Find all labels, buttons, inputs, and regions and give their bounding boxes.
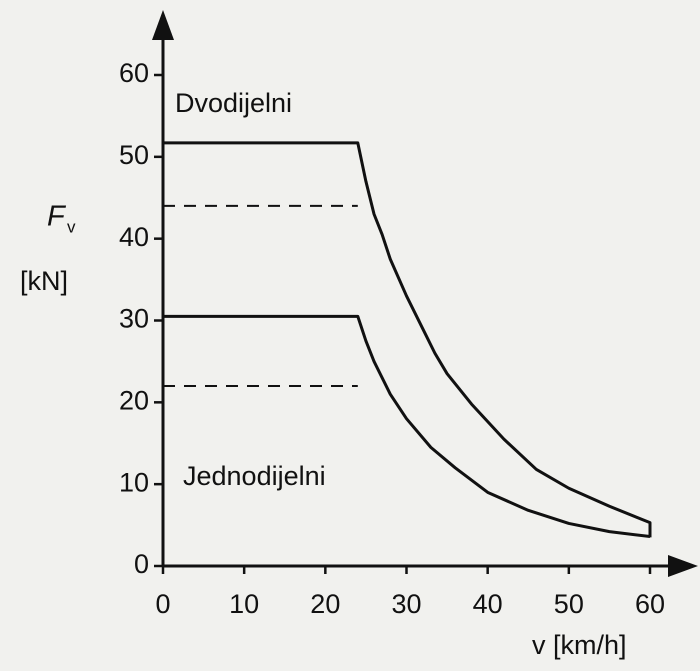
y-tick-label: 30 (119, 304, 149, 334)
y-label-symbol: F (47, 201, 67, 233)
x-label: v [km/h] (532, 630, 627, 660)
x-axis-arrow (668, 555, 698, 577)
x-tick-label: 10 (229, 589, 259, 619)
x-tick-label: 30 (391, 589, 421, 619)
y-tick-label: 50 (119, 140, 149, 170)
x-tick-label: 20 (310, 589, 340, 619)
y-tick-label: 0 (134, 549, 149, 579)
y-label-unit: [kN] (20, 266, 68, 296)
x-tick-label: 40 (473, 589, 503, 619)
annotation: Jednodijelni (183, 461, 326, 491)
x-tick-label: 0 (155, 589, 170, 619)
y-tick-label: 10 (119, 467, 149, 497)
y-axis-arrow (152, 10, 174, 40)
y-tick-label: 40 (119, 222, 149, 252)
annotation: Dvodijelni (175, 88, 292, 118)
y-label-subscript: v (67, 217, 76, 236)
curve (163, 314, 651, 539)
y-tick-label: 60 (119, 58, 149, 88)
curve (163, 141, 652, 538)
x-tick-label: 50 (554, 589, 584, 619)
y-tick-label: 20 (119, 385, 149, 415)
x-tick-label: 60 (635, 589, 665, 619)
